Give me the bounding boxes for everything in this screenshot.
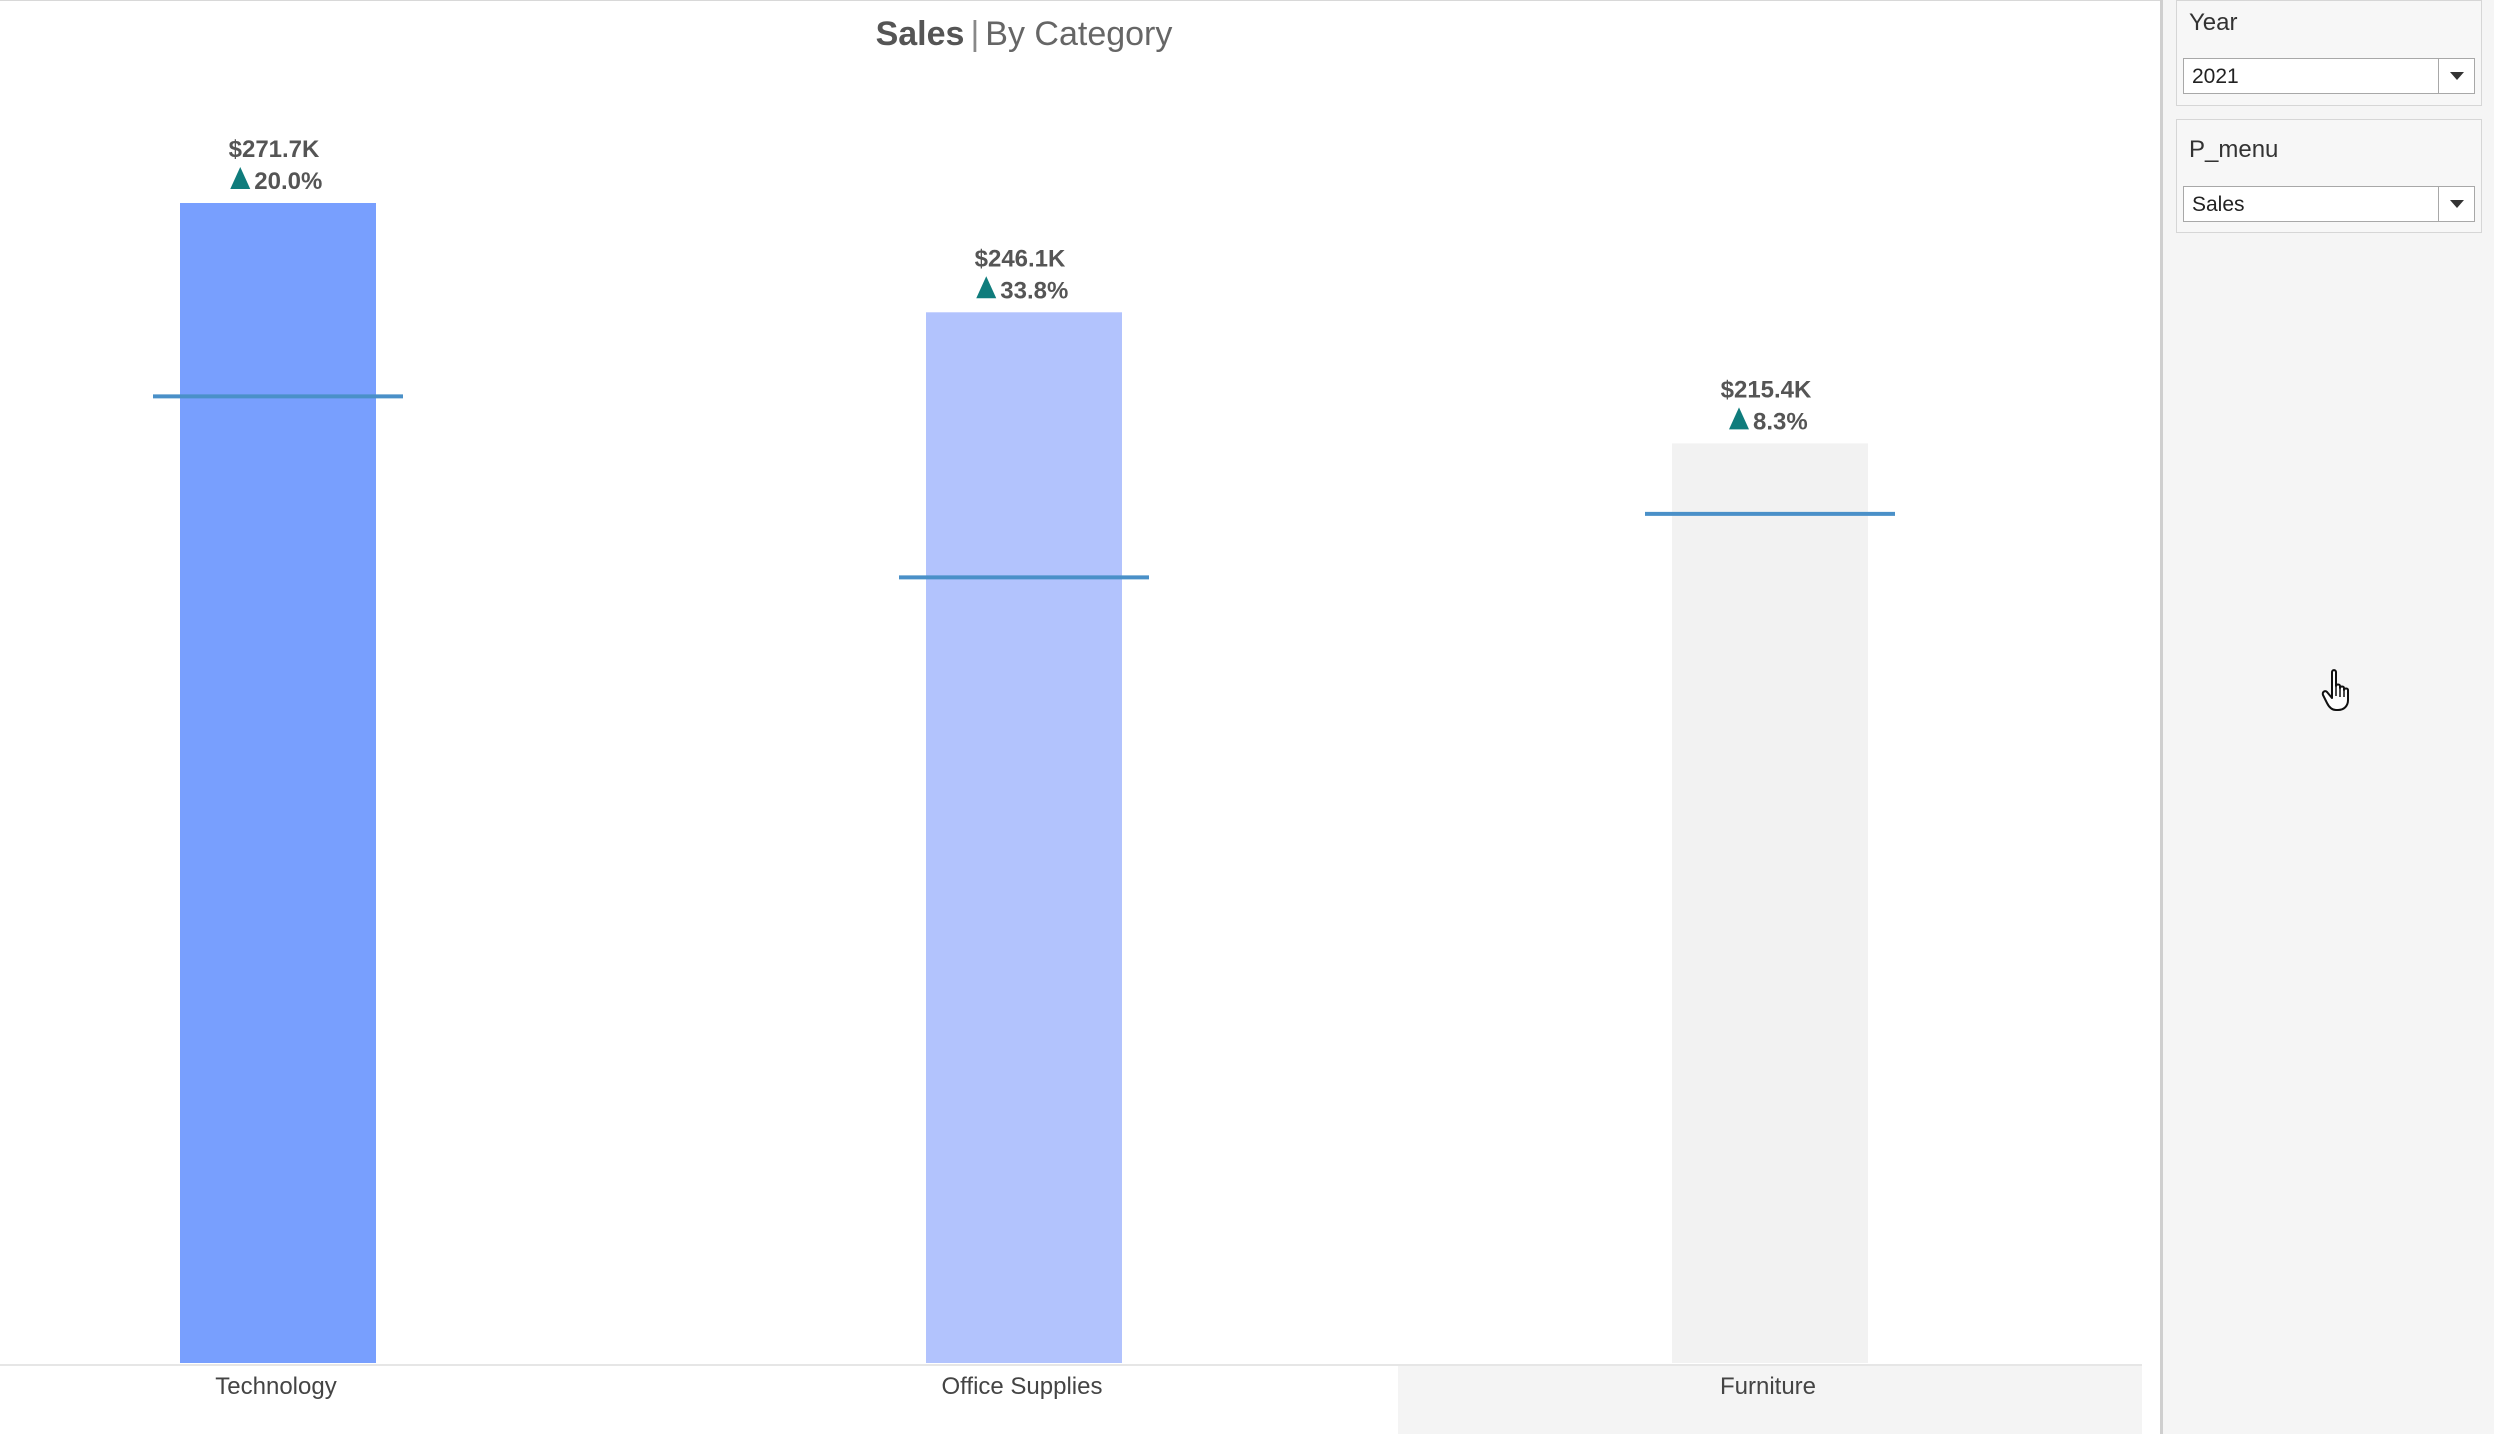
hand-pointer-icon bbox=[2321, 669, 2349, 711]
chevron-down-icon[interactable] bbox=[2438, 187, 2474, 221]
p-menu-select[interactable]: Sales bbox=[2183, 186, 2475, 222]
triangle-up-icon bbox=[976, 276, 997, 299]
bar-office-supplies[interactable] bbox=[926, 312, 1122, 1364]
year-filter-title: Year bbox=[2189, 9, 2238, 36]
filter-panel: Year 2021 P_menu Sales bbox=[2160, 0, 2494, 1434]
x-tick-label[interactable]: Furniture bbox=[1720, 1373, 1816, 1400]
value-label: $215.4K bbox=[1721, 376, 1812, 403]
value-label: $246.1K bbox=[975, 245, 1066, 272]
change-label: 33.8% bbox=[1000, 277, 1068, 304]
year-filter-card: Year 2021 bbox=[2176, 0, 2482, 106]
triangle-up-icon bbox=[230, 167, 251, 189]
chart-title-separator: | bbox=[970, 15, 980, 53]
p-menu-select-value: Sales bbox=[2192, 193, 2245, 216]
chart-area: Sales | By Category $271.7K 20.0% Technology… bbox=[0, 0, 2160, 1434]
x-tick-label[interactable]: Office Supplies bbox=[942, 1373, 1103, 1400]
chart-title: Sales | By Category bbox=[0, 15, 2048, 54]
x-tick-label[interactable]: Technology bbox=[215, 1373, 336, 1400]
axis-highlight-strip bbox=[1398, 1365, 2142, 1434]
chevron-down-icon[interactable] bbox=[2438, 59, 2474, 93]
triangle-up-icon bbox=[1729, 407, 1749, 430]
change-label: 20.0% bbox=[254, 168, 322, 195]
year-select-value: 2021 bbox=[2192, 65, 2239, 88]
bar-chart: $271.7K 20.0% Technology $246.1K 33.8% Office… bbox=[0, 136, 2142, 1434]
chart-subtitle: By Category bbox=[985, 15, 1173, 53]
chart-title-main: Sales bbox=[875, 15, 965, 53]
value-label: $271.7K bbox=[229, 136, 320, 163]
bar-technology[interactable] bbox=[180, 203, 376, 1363]
bar-furniture[interactable] bbox=[1672, 443, 1868, 1363]
p-menu-filter-title: P_menu bbox=[2189, 136, 2279, 163]
change-label: 8.3% bbox=[1753, 408, 1808, 435]
year-select[interactable]: 2021 bbox=[2183, 58, 2475, 94]
p-menu-filter-card: P_menu Sales bbox=[2176, 119, 2482, 233]
